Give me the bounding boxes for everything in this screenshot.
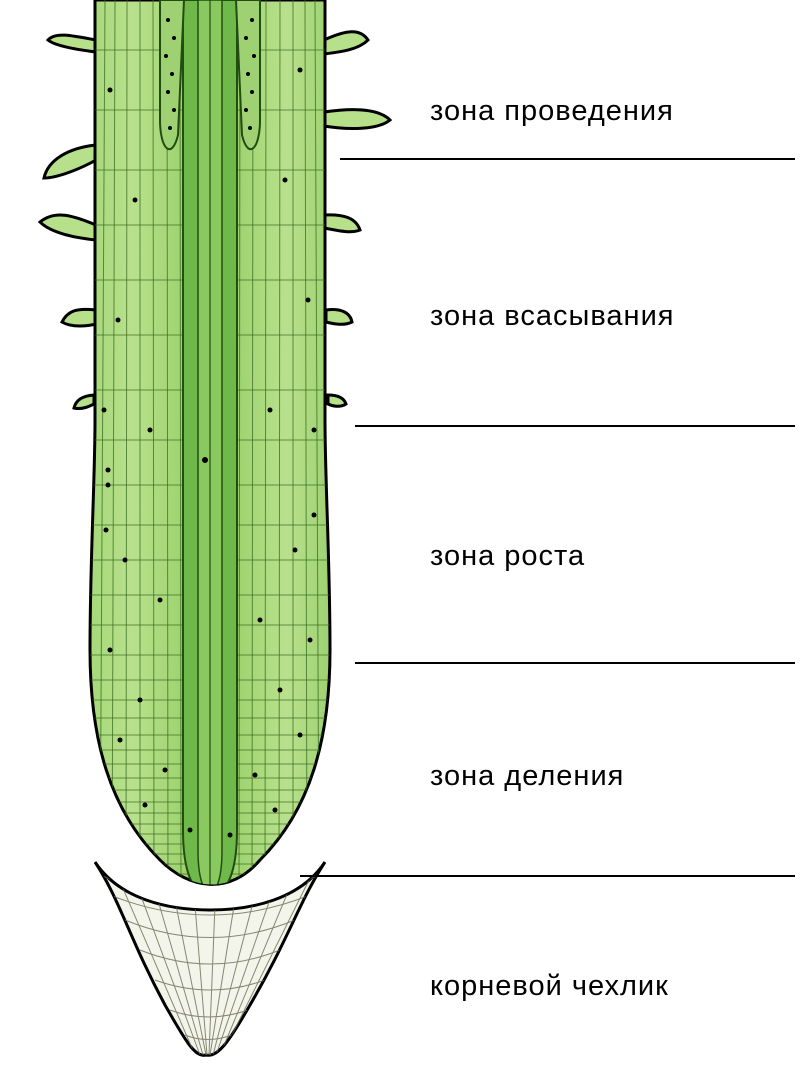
label-absorption: зона всасывания xyxy=(430,300,674,333)
divider-4 xyxy=(300,875,795,877)
root-cap xyxy=(95,862,325,1055)
label-conduction: зона проведения xyxy=(430,95,674,128)
divider-2 xyxy=(355,425,795,427)
divider-1 xyxy=(340,158,795,160)
root-hairs-left xyxy=(40,35,96,408)
divider-3 xyxy=(355,662,795,664)
label-division: зона деления xyxy=(430,760,624,793)
root-zones-diagram: зона проведения зона всасывания зона рос… xyxy=(0,0,810,1080)
root-illustration xyxy=(0,0,810,1080)
root-hairs-right xyxy=(324,32,390,407)
label-cap: корневой чехлик xyxy=(430,970,669,1003)
label-elongation: зона роста xyxy=(430,540,585,573)
